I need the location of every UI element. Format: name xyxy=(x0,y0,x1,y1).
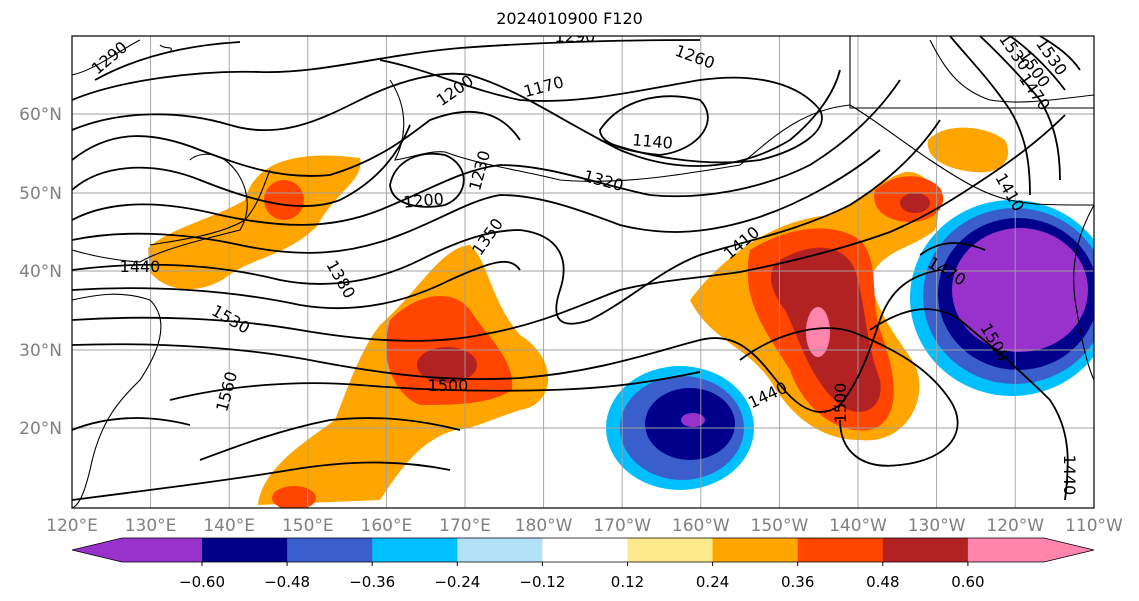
longitude-label: 110°W xyxy=(1065,516,1123,536)
latitude-label: 40°N xyxy=(19,262,62,282)
contour-label: 1500 xyxy=(831,383,850,424)
latitude-label: 20°N xyxy=(19,419,62,439)
colorbar-segment xyxy=(372,538,458,562)
height-contours xyxy=(72,36,1081,501)
colorbar-extend-high xyxy=(1044,538,1094,562)
colorbar-tick-label: 0.60 xyxy=(951,573,984,591)
longitude-label: 140°E xyxy=(203,516,255,536)
contour-line xyxy=(979,36,1061,181)
contour-line xyxy=(949,36,1031,196)
longitude-label: 150°E xyxy=(282,516,334,536)
contour-line xyxy=(739,327,959,467)
contour-line xyxy=(72,417,191,431)
contour-line xyxy=(72,69,841,167)
contour-line xyxy=(869,308,1069,501)
contour-line xyxy=(199,417,461,461)
positive-core-central xyxy=(417,347,477,383)
longitude-label: 120°W xyxy=(986,516,1044,536)
longitude-label: 130°W xyxy=(908,516,966,536)
longitude-label: 160°W xyxy=(672,516,730,536)
positive-max-ne-pacific xyxy=(806,307,830,357)
colorbar-extend-low xyxy=(72,538,122,562)
colorbar-segment xyxy=(967,538,1044,562)
colorbar-tick-label: 0.48 xyxy=(866,573,899,591)
contour-line xyxy=(72,39,701,101)
colorbar-tick-label: −0.36 xyxy=(349,573,395,591)
colorbar-tick-label: 0.36 xyxy=(781,573,814,591)
positive-region-bc xyxy=(927,127,1009,173)
colorbar-segment xyxy=(122,538,202,562)
map-frame xyxy=(71,35,1095,509)
contour-line xyxy=(72,110,521,177)
colorbar-segment xyxy=(797,538,884,562)
contour-line xyxy=(1039,36,1081,71)
colorbar-segment xyxy=(202,538,288,562)
contour-line xyxy=(72,269,941,413)
colorbar: −0.60 −0.48 −0.36 −0.24 −0.12 0.12 0.24 0.36 0.4… xyxy=(71,537,1095,591)
contour-line xyxy=(72,461,451,501)
longitude-label: 170°W xyxy=(593,516,651,536)
contour-line xyxy=(72,149,881,254)
latitude-label: 30°N xyxy=(19,341,62,361)
latitude-labels: 60°N 50°N 40°N 30°N 20°N xyxy=(19,105,62,439)
negative-core-subtropical xyxy=(681,413,705,427)
contour-line xyxy=(169,371,701,401)
colorbar-segment xyxy=(882,538,969,562)
contour-line xyxy=(72,260,521,310)
contour-label: 1500 xyxy=(428,376,469,395)
longitude-label: 120°E xyxy=(46,516,98,536)
colorbar-segment xyxy=(627,538,714,562)
contour-label: 1200 xyxy=(402,189,444,211)
contour-line xyxy=(72,79,901,226)
longitude-label: 170°E xyxy=(439,516,491,536)
map-gridlines xyxy=(72,36,1094,508)
contour-line xyxy=(1009,36,1066,91)
colorbar-tick-label: −0.48 xyxy=(264,573,310,591)
longitude-label: 130°E xyxy=(125,516,177,536)
colorbar-tick-label: −0.12 xyxy=(519,573,565,591)
colorbar-tick-label: 0.12 xyxy=(611,573,644,591)
contour-line xyxy=(599,95,709,156)
longitude-label: 160°E xyxy=(361,516,413,536)
latitude-label: 50°N xyxy=(19,184,62,204)
colorbar-segment xyxy=(457,538,543,562)
contour-line xyxy=(72,124,411,207)
contour-line xyxy=(72,119,941,325)
contour-label: 1440 xyxy=(120,257,161,276)
longitude-label: 150°W xyxy=(751,516,809,536)
positive-spot-south xyxy=(272,486,316,508)
contour-label: 1290 xyxy=(555,27,596,46)
contour-line xyxy=(72,114,1066,342)
positive-core-gulf xyxy=(900,193,930,213)
longitude-label: 180°W xyxy=(515,516,573,536)
colorbar-segment xyxy=(712,538,799,562)
contour-line xyxy=(389,152,465,208)
contour-label: 1440 xyxy=(1060,455,1079,496)
colorbar-tick-label: −0.60 xyxy=(179,573,225,591)
colorbar-segment xyxy=(287,538,373,562)
positive-core-japan xyxy=(264,180,304,220)
colorbar-segment xyxy=(542,538,628,562)
contour-label: 1140 xyxy=(631,130,673,152)
longitude-label: 140°W xyxy=(829,516,887,536)
contour-line xyxy=(94,41,241,81)
negative-core-west-us xyxy=(952,228,1088,352)
longitude-labels: 120°E 130°E 140°E 150°E 160°E 170°E 180°W 170°W… xyxy=(46,516,1123,536)
colorbar-tick-label: 0.24 xyxy=(696,573,729,591)
contour-line xyxy=(919,242,986,256)
map-title: 2024010900 F120 xyxy=(496,9,643,28)
colorbar-tick-label: −0.24 xyxy=(434,573,480,591)
latitude-label: 60°N xyxy=(19,105,62,125)
